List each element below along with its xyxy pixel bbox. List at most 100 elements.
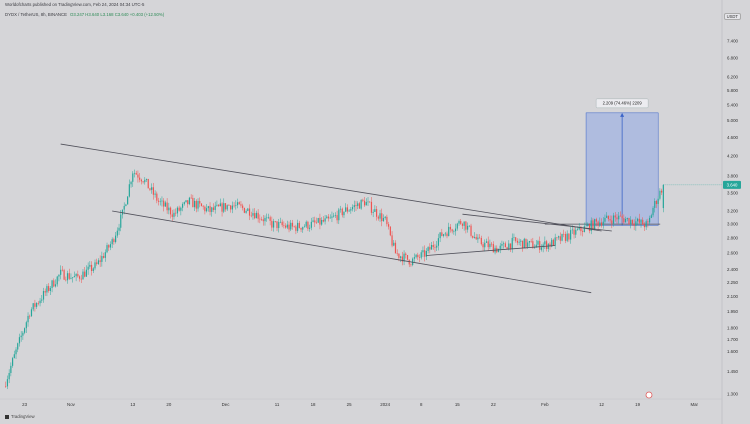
candle-body xyxy=(22,332,24,336)
event-marker-icon xyxy=(645,391,653,399)
candle-body xyxy=(63,270,65,280)
candle-body xyxy=(185,200,187,203)
candle-body xyxy=(278,222,280,229)
candle-body xyxy=(451,229,453,232)
candle-body xyxy=(5,386,7,387)
y-tick-label: 2.100 xyxy=(727,294,739,299)
candle-body xyxy=(113,239,115,243)
candle-body xyxy=(609,219,611,221)
trendline xyxy=(426,245,556,256)
candle-body xyxy=(104,252,106,258)
candle-body xyxy=(434,246,436,248)
candle-body xyxy=(70,277,72,279)
candle-body xyxy=(460,221,462,224)
candle-body xyxy=(559,236,561,241)
candle-body xyxy=(345,207,347,212)
candle-body xyxy=(147,178,149,189)
candle-body xyxy=(61,269,63,271)
candle-body xyxy=(94,262,96,269)
candle-body xyxy=(492,244,494,253)
candle-body xyxy=(576,229,579,230)
candle-body xyxy=(355,205,357,206)
currency-button[interactable]: USDT xyxy=(723,13,741,20)
candle-body xyxy=(108,245,110,248)
candle-body xyxy=(556,237,558,239)
candle-body xyxy=(334,215,336,216)
candle-body xyxy=(513,237,515,238)
candle-body xyxy=(604,217,606,222)
candle-body xyxy=(485,241,488,243)
candle-body xyxy=(97,260,100,264)
candle-body xyxy=(101,256,103,262)
candle-body xyxy=(650,215,652,218)
candle-body xyxy=(169,207,172,215)
candle-body xyxy=(190,197,192,199)
candle-body xyxy=(545,241,548,249)
candle-body xyxy=(44,291,46,293)
candle-body xyxy=(230,205,232,210)
candle-body xyxy=(348,210,350,212)
candle-body xyxy=(11,358,14,366)
candle-body xyxy=(446,233,448,237)
candle-body xyxy=(231,205,233,210)
candle-body xyxy=(391,235,393,246)
x-tick-label: Mar xyxy=(690,402,698,407)
candle-body xyxy=(540,247,543,250)
trendline xyxy=(60,143,602,232)
candle-body xyxy=(200,203,203,207)
candle-body xyxy=(281,221,283,226)
candle-body xyxy=(386,216,388,225)
candle-body xyxy=(293,226,295,228)
candle-body xyxy=(420,252,422,258)
candle-body xyxy=(607,215,609,220)
x-tick-label: Nov xyxy=(67,402,76,407)
y-tick-label: 5.000 xyxy=(727,118,739,123)
candle-body xyxy=(551,239,553,247)
candle-body xyxy=(346,207,349,212)
candle-body xyxy=(132,173,134,182)
candle-body xyxy=(46,286,48,293)
candle-body xyxy=(60,269,62,275)
tradingview-brand: TradingView xyxy=(5,414,35,419)
candle-body xyxy=(257,212,259,219)
candle-body xyxy=(422,250,424,253)
y-tick-label: 3.200 xyxy=(727,209,739,214)
candle-body xyxy=(564,234,567,241)
candle-body xyxy=(75,274,77,277)
candle-body xyxy=(484,242,486,248)
candle-body xyxy=(163,200,165,207)
candle-body xyxy=(128,184,130,197)
candle-body xyxy=(350,209,352,211)
candle-body xyxy=(161,200,163,202)
price-range-label: 2.209 (74.46%) 2209 xyxy=(603,101,643,106)
candle-body xyxy=(370,201,373,213)
candle-body xyxy=(24,328,26,333)
candle-body xyxy=(382,217,385,222)
candle-body xyxy=(154,193,156,195)
candle-body xyxy=(321,219,323,225)
candle-body xyxy=(266,217,268,219)
candle-body xyxy=(29,315,31,317)
x-tick-label: 18 xyxy=(311,402,316,407)
x-tick-label: 13 xyxy=(130,402,135,407)
candle-body xyxy=(73,276,75,278)
candle-body xyxy=(89,264,91,267)
candle-body xyxy=(470,225,472,236)
y-tick-label: 1.300 xyxy=(727,391,739,396)
candle-body xyxy=(240,204,242,206)
candle-body xyxy=(401,256,403,262)
candle-body xyxy=(66,273,69,281)
candle-body xyxy=(506,247,508,250)
candle-body xyxy=(535,244,537,248)
candle-body xyxy=(312,220,314,222)
candle-body xyxy=(377,216,379,219)
tradingview-logo-icon xyxy=(5,414,9,419)
candle-body xyxy=(657,198,659,205)
candle-body xyxy=(221,203,223,212)
candle-body xyxy=(570,230,572,240)
candle-body xyxy=(552,239,555,246)
candle-body xyxy=(336,215,338,221)
candle-body xyxy=(441,232,443,236)
candle-body xyxy=(329,217,331,219)
